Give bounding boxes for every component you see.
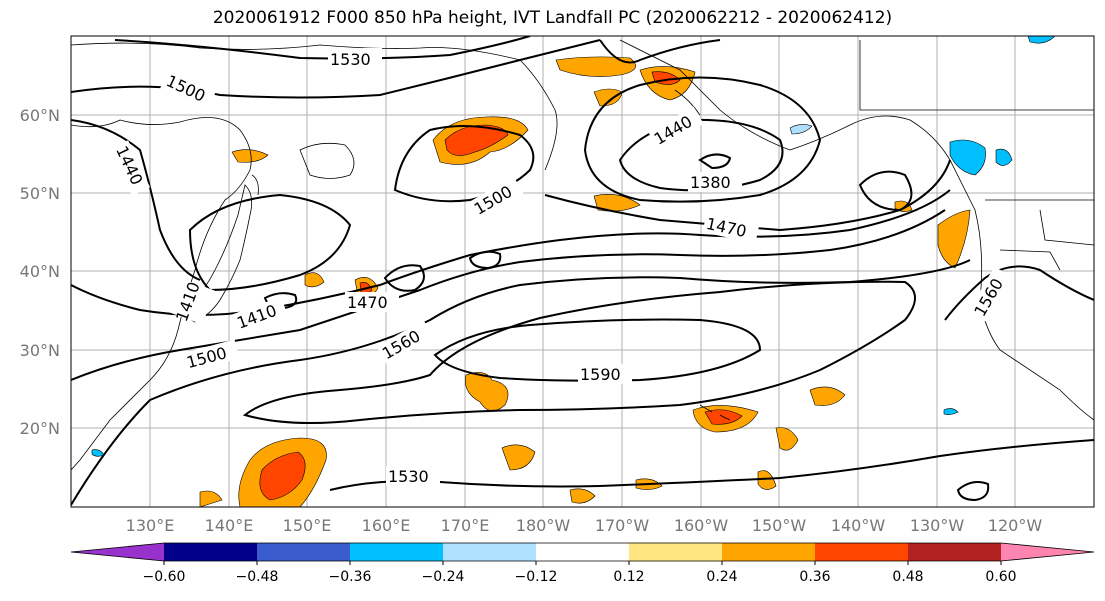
ivt-negative-patch [949, 139, 986, 176]
contour-1590-inner [433, 318, 762, 382]
contour-label: 1470 [347, 293, 388, 312]
ivt-positive-patch [593, 194, 641, 212]
contour-small-ring [383, 264, 425, 292]
contour-label: 1530 [388, 467, 429, 486]
colorbar-tick-label: 0.60 [985, 569, 1016, 585]
colorbar-bin [257, 543, 351, 561]
lat-label: 20°N [20, 419, 60, 438]
colorbar-bin [815, 543, 909, 561]
colorbar-bin [629, 543, 723, 561]
contour-label: 1530 [330, 50, 371, 69]
contour-label: 1380 [690, 173, 731, 192]
lon-label: 130°E [126, 516, 175, 535]
colorbar-tick-label: 0.48 [892, 569, 923, 585]
contour-1440-aleutian [583, 76, 822, 203]
gridlines [71, 36, 1094, 507]
contour-1440-west [71, 119, 201, 281]
contour-1500-east [599, 39, 913, 212]
lon-label: 150°W [752, 516, 807, 535]
contour-1590 [242, 280, 916, 425]
contour-1470 [544, 159, 951, 232]
lon-label: 160°E [362, 516, 411, 535]
colorbar-bin [350, 543, 444, 561]
map-frame [70, 35, 1095, 508]
ivt-negative-patch [789, 124, 813, 135]
colorbar-tick-label: −0.36 [329, 569, 372, 585]
ivt-negative-patch [943, 408, 959, 415]
lat-label: 60°N [20, 106, 60, 125]
lat-label: 40°N [20, 262, 60, 281]
ivt-negative-patch [995, 148, 1013, 166]
contour-inner-low [698, 153, 732, 170]
lon-label: 120°W [988, 516, 1043, 535]
contour-small-ring [468, 250, 502, 270]
ivt-positive-patch [501, 444, 536, 471]
contour-1560-east [944, 265, 1094, 321]
colorbar-bin [722, 543, 816, 561]
ivt-positive-patch [809, 386, 846, 406]
ivt-positive-patch [304, 272, 325, 288]
lon-label: 170°E [441, 516, 490, 535]
colorbar-bin [1001, 543, 1094, 561]
contour-1500-southwest [71, 209, 946, 381]
lat-label: 30°N [20, 341, 60, 360]
colorbar: −0.60 −0.48 −0.36 −0.24 −0.12 0.12 0.24 0.36 0.4… [70, 542, 1095, 585]
lon-label: 160°W [674, 516, 729, 535]
ivt-positive-patch [259, 451, 306, 501]
ivt-positive-patch [757, 470, 777, 490]
contour-1500-mid [393, 125, 535, 203]
colorbar-bin [443, 543, 537, 561]
colorbar-tick-label: −0.12 [515, 569, 558, 585]
map-panel: 1530 1500 1440 1500 1410 1380 1470 1440 … [71, 36, 1094, 507]
ivt-positive-patch [199, 490, 223, 507]
colorbar-bin [536, 543, 630, 561]
colorbar-tick-label: −0.48 [236, 569, 279, 585]
lon-label: 140°E [205, 516, 254, 535]
colorbar-tick-label: 0.36 [799, 569, 830, 585]
colorbar-tick-label: −0.60 [143, 569, 186, 585]
colorbar-tick-label: −0.24 [422, 569, 465, 585]
latitude-labels: 60°N 50°N 40°N 30°N 20°N [20, 106, 60, 438]
ivt-positive-patch [569, 488, 596, 504]
lon-label: 180°W [516, 516, 571, 535]
colorbar-tick-label: 0.12 [613, 569, 644, 585]
colorbar-bin [164, 543, 258, 561]
lon-label: 170°W [595, 516, 650, 535]
ivt-positive-patch [231, 149, 269, 163]
lon-label: 140°W [831, 516, 886, 535]
contour-small-ring [956, 481, 990, 502]
ivt-positive-patch [555, 56, 636, 77]
lat-label: 50°N [20, 184, 60, 203]
colorbar-tick-label: 0.24 [706, 569, 737, 585]
height-contours [71, 36, 1094, 506]
contour-label: 1590 [580, 365, 621, 384]
lon-label: 130°W [910, 516, 965, 535]
colorbar-bin [71, 543, 164, 561]
ivt-positive-patch [937, 209, 971, 269]
lon-label: 150°E [283, 516, 332, 535]
colorbar-bin [908, 543, 1002, 561]
map-title: 2020061912 F000 850 hPa height, IVT Land… [212, 8, 893, 28]
ivt-positive-patch [775, 427, 799, 451]
longitude-labels: 130°E 140°E 150°E 160°E 170°E 180°W 170°… [126, 516, 1043, 535]
ivt-positive-patch [465, 372, 509, 412]
